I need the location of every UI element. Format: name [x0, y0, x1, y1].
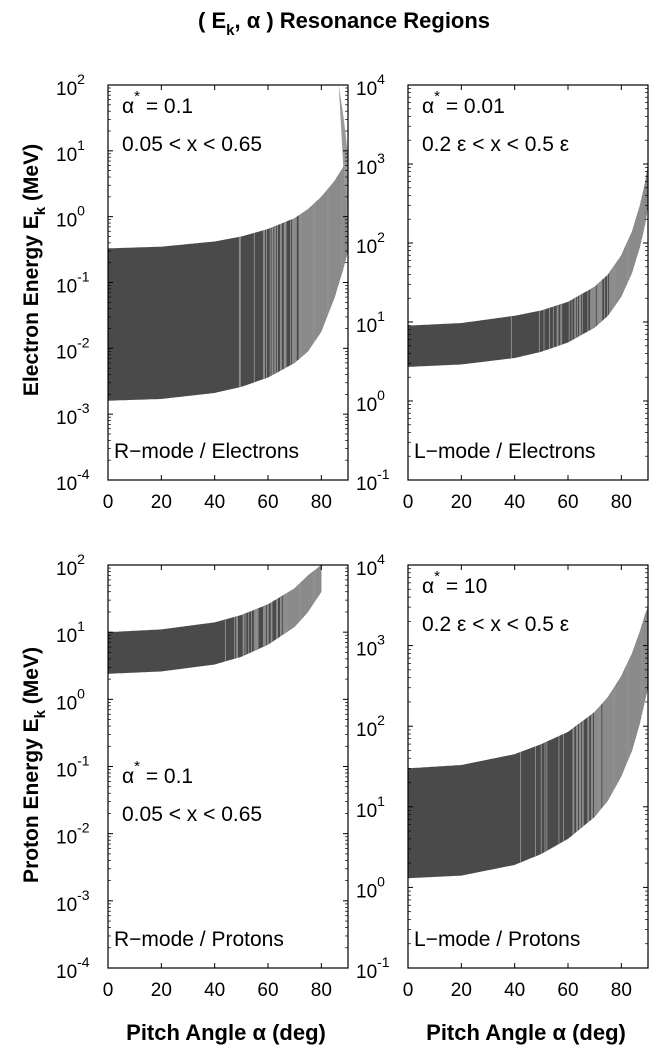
x-tick-label: 40 — [504, 492, 525, 513]
mode-label: L−mode / Electrons — [414, 440, 596, 463]
annotation-range: 0.05 < x < 0.65 — [122, 803, 262, 826]
axes-box — [407, 564, 649, 969]
y-tick-label: 101 — [356, 793, 385, 822]
panel-bottom-right: 0 20 40 60 80 104 103 102 101 100 10-1 α* = 10 0.2 ε… — [356, 551, 649, 1001]
x-tick-label: 60 — [557, 980, 578, 1001]
ylabel-electron: Electron Energy Ek (MeV) — [20, 144, 49, 396]
y-tick-label: 10-1 — [56, 269, 90, 298]
x-tick-label: 0 — [103, 492, 114, 513]
y-tick-label: 10-1 — [356, 954, 390, 983]
y-tick-label: 102 — [56, 71, 85, 100]
x-tick-label: 80 — [611, 492, 632, 513]
annotation-range: 0.05 < x < 0.65 — [122, 133, 262, 156]
y-tick-label: 100 — [356, 387, 385, 416]
x-tick-label: 0 — [103, 980, 114, 1001]
x-tick-label: 20 — [151, 492, 172, 513]
band-area — [108, 157, 348, 401]
x-tick-label: 60 — [557, 492, 578, 513]
figure-title: ( Ek, α ) Resonance Regions — [198, 8, 490, 39]
x-tick-label: 20 — [451, 980, 472, 1001]
x-tick-label: 40 — [504, 980, 525, 1001]
y-tick-label: 10-4 — [56, 466, 90, 495]
y-tick-label: 10-1 — [56, 753, 90, 782]
y-tick-label: 100 — [56, 203, 85, 232]
band-spike — [338, 85, 348, 252]
y-tick-label: 101 — [56, 618, 85, 647]
band-bottom-left — [108, 565, 322, 674]
y-tick-label: 10-2 — [56, 820, 90, 849]
x-tick-label: 60 — [257, 980, 278, 1001]
xlabel-right: Pitch Angle α (deg) — [426, 1020, 626, 1045]
band-top-left — [108, 85, 348, 401]
y-tick-label: 100 — [356, 873, 385, 902]
x-tick-label: 20 — [451, 492, 472, 513]
ylabel-proton: Proton Energy Ek (MeV) — [20, 647, 49, 883]
x-tick-label: 60 — [257, 492, 278, 513]
y-tick-label: 102 — [56, 551, 85, 580]
annotation-range: 0.2 ε < x < 0.5 ε — [422, 133, 569, 156]
x-tick-label: 40 — [204, 492, 225, 513]
axes-box — [407, 84, 649, 481]
y-tick-label: 103 — [356, 632, 385, 661]
y-tick-label: 103 — [356, 150, 385, 179]
x-tick-label: 80 — [311, 980, 332, 1001]
mode-label: L−mode / Protons — [414, 928, 580, 951]
y-tick-label: 10-2 — [56, 334, 90, 363]
band-area — [108, 565, 322, 674]
annotation-alpha: α* = 0.1 — [122, 758, 193, 788]
band-top-right — [408, 164, 648, 367]
band-bottom-right — [408, 607, 648, 879]
y-tick-label: 101 — [356, 308, 385, 337]
y-tick-label: 104 — [356, 71, 385, 100]
annotation-alpha: α* = 10 — [422, 568, 487, 598]
y-tick-label: 104 — [356, 551, 385, 580]
panel-top-right: 0 20 40 60 80 104 103 102 101 100 10-1 α* = 0.01 0.2… — [356, 71, 649, 513]
annotation-range: 0.2 ε < x < 0.5 ε — [422, 613, 569, 636]
x-tick-label: 80 — [611, 980, 632, 1001]
x-tick-label: 40 — [204, 980, 225, 1001]
band-area — [408, 164, 648, 367]
panel-bottom-left: 0 20 40 60 80 102 101 100 10-1 10-2 10-3 10-4 α* = 0… — [56, 551, 349, 1001]
y-tick-label: 101 — [56, 137, 85, 166]
annotation-alpha: α* = 0.1 — [122, 88, 193, 118]
x-tick-label: 0 — [403, 980, 414, 1001]
y-tick-label: 100 — [56, 685, 85, 714]
x-tick-label: 80 — [311, 492, 332, 513]
mode-label: R−mode / Protons — [114, 928, 284, 951]
x-tick-label: 0 — [403, 492, 414, 513]
y-tick-label: 10-4 — [56, 954, 90, 983]
xlabel-left: Pitch Angle α (deg) — [126, 1020, 326, 1045]
y-tick-label: 102 — [356, 712, 385, 741]
annotation-alpha: α* = 0.01 — [422, 88, 505, 118]
y-tick-label: 10-3 — [56, 887, 90, 916]
y-tick-label: 10-3 — [56, 400, 90, 429]
y-tick-label: 102 — [356, 229, 385, 258]
mode-label: R−mode / Electrons — [114, 440, 299, 463]
panel-top-left: 0 20 40 60 80 102 101 100 10-1 10-2 10-3 10-4 α* = 0… — [56, 71, 349, 513]
x-tick-label: 20 — [151, 980, 172, 1001]
y-tick-label: 10-1 — [356, 466, 390, 495]
